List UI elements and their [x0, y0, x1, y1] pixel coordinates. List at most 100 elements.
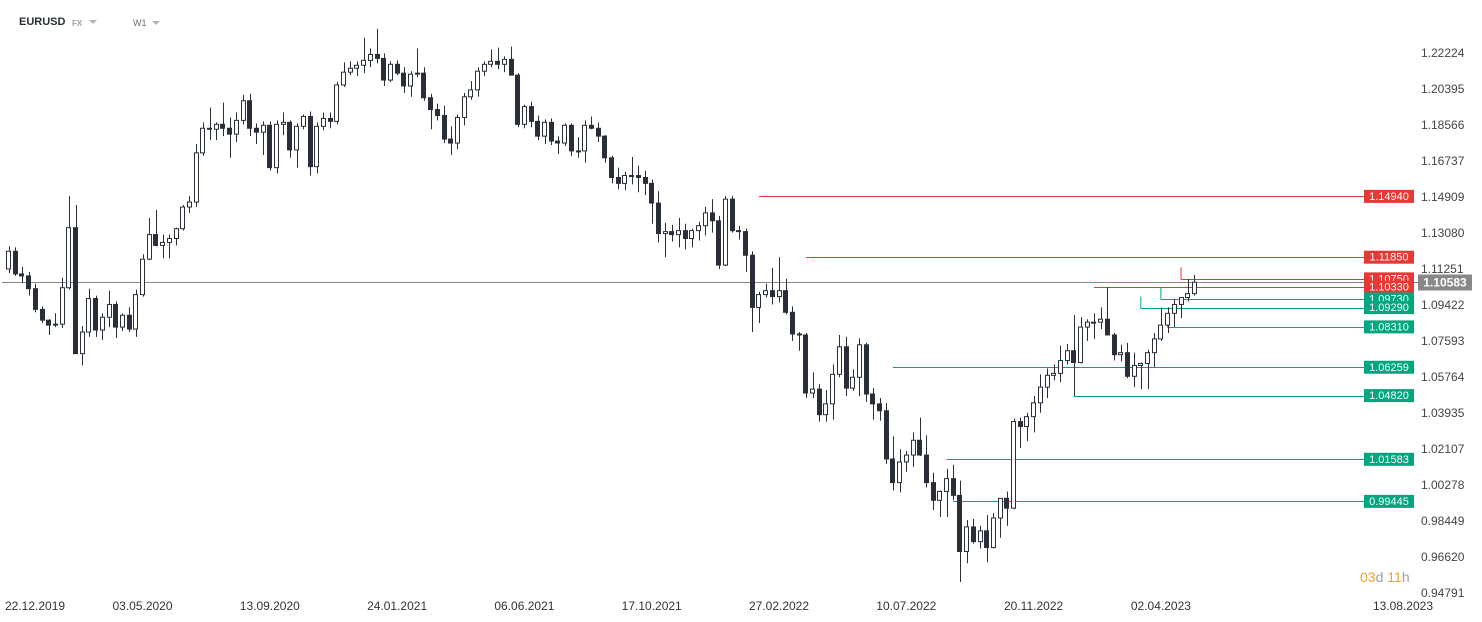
candle-bear [1018, 421, 1023, 427]
candle-bear [529, 106, 534, 122]
level-label-box [1364, 452, 1414, 466]
candle-bull [723, 198, 728, 266]
candle-bear [1105, 318, 1110, 336]
y-tick-label: 0.94791 [1421, 586, 1465, 600]
candle-bear [375, 53, 380, 59]
candle-bull [1145, 352, 1150, 365]
candle-bear [602, 135, 607, 159]
candle-bear [710, 212, 715, 222]
candle-bear [535, 120, 540, 137]
candle-bull [301, 115, 306, 127]
candle-bull [850, 376, 855, 389]
candle-bull [911, 439, 916, 456]
bar-countdown: 03d 11h [1360, 569, 1410, 585]
candle-bull [1058, 360, 1063, 374]
y-tick-label: 1.03935 [1421, 406, 1465, 420]
candle-bull [60, 287, 65, 325]
candle-bear [267, 124, 272, 169]
candle-bull [294, 125, 299, 151]
candle-bear [817, 388, 822, 416]
candle-bull [830, 373, 835, 405]
candle-bull [368, 53, 373, 61]
level-label: 1.01583 [1369, 454, 1409, 466]
candle-bear [616, 176, 621, 184]
candle-bull [261, 124, 266, 133]
candle-bear [19, 273, 24, 277]
candle-bull [1152, 338, 1157, 354]
candle-bear [743, 231, 748, 256]
level-label-box [1364, 250, 1414, 264]
y-tick-label: 1.16737 [1421, 154, 1465, 168]
candle-bull [756, 294, 761, 308]
candle-bull [1091, 321, 1096, 324]
x-tick-label: 13.08.2023 [1373, 599, 1433, 613]
candle-bear [381, 57, 386, 81]
countdown-hours: 11 [1387, 569, 1402, 585]
countdown-days: 03 [1360, 569, 1376, 585]
y-tick-label: 1.18566 [1421, 118, 1465, 132]
candle-bull [160, 241, 165, 246]
level-label: 1.06259 [1369, 362, 1409, 374]
candle-bear [73, 227, 78, 355]
candle-bull [361, 59, 366, 66]
level-label: 1.14940 [1369, 191, 1409, 203]
candle-bull [542, 121, 547, 137]
candle-bear [549, 121, 554, 142]
level-label: 1.04820 [1369, 390, 1409, 402]
x-tick-label: 27.02.2022 [749, 599, 809, 613]
candle-bull [1185, 293, 1190, 299]
candle-bear [26, 275, 31, 290]
candle-bull [1138, 363, 1143, 366]
candle-bull [823, 403, 828, 416]
candle-bear [395, 63, 400, 74]
candle-bear [770, 290, 775, 298]
candle-bull [1085, 321, 1090, 328]
candle-bull [86, 298, 91, 333]
candle-bear [730, 198, 735, 232]
symbol-label[interactable]: EURUSD [19, 16, 66, 28]
candle-bull [53, 323, 58, 326]
candle-bull [488, 60, 493, 65]
candle-bear [1112, 334, 1117, 356]
candle-bear [153, 234, 158, 246]
y-tick-label: 0.98449 [1421, 514, 1465, 528]
candle-bull [676, 230, 681, 236]
level-lines [758, 196, 1364, 502]
candle-bull [502, 58, 507, 65]
candle-bull [1051, 372, 1056, 376]
candle-bull [281, 121, 286, 125]
y-tick-label: 1.02107 [1421, 442, 1465, 456]
candle-bear [46, 319, 51, 326]
candle-bear [287, 121, 292, 151]
candle-bull [482, 63, 487, 72]
chevron-down-icon[interactable] [89, 20, 97, 24]
level-label: 1.08310 [1369, 321, 1409, 333]
market-label[interactable]: FX [72, 19, 83, 28]
x-tick-label: 06.06.2021 [494, 599, 554, 613]
candle-bull [629, 175, 634, 178]
current-price-badge [1418, 274, 1472, 291]
candle-bear [716, 220, 721, 266]
x-tick-label: 03.05.2020 [112, 599, 172, 613]
candle-bear [957, 494, 962, 552]
candle-bull [696, 225, 701, 232]
level-label: 1.09290 [1369, 302, 1409, 314]
candle-bull [777, 290, 782, 298]
candle-bear [636, 175, 641, 178]
candle-bull [415, 72, 420, 75]
candle-bull [462, 96, 467, 118]
chevron-down-icon[interactable] [152, 21, 160, 25]
candle-bull [522, 106, 527, 125]
timeframe-selector[interactable]: W1 [133, 18, 147, 28]
candle-bear [736, 230, 741, 233]
countdown-hours-unit: h [1401, 569, 1410, 585]
level-label: 0.99445 [1369, 496, 1409, 508]
x-tick-label: 20.11.2022 [1004, 599, 1063, 613]
candle-bear [495, 60, 500, 65]
candle-bull [1132, 364, 1137, 377]
candle-bear [254, 127, 259, 133]
candle-bear [515, 74, 520, 125]
candle-bull [582, 124, 587, 152]
candle-bear [750, 254, 755, 308]
